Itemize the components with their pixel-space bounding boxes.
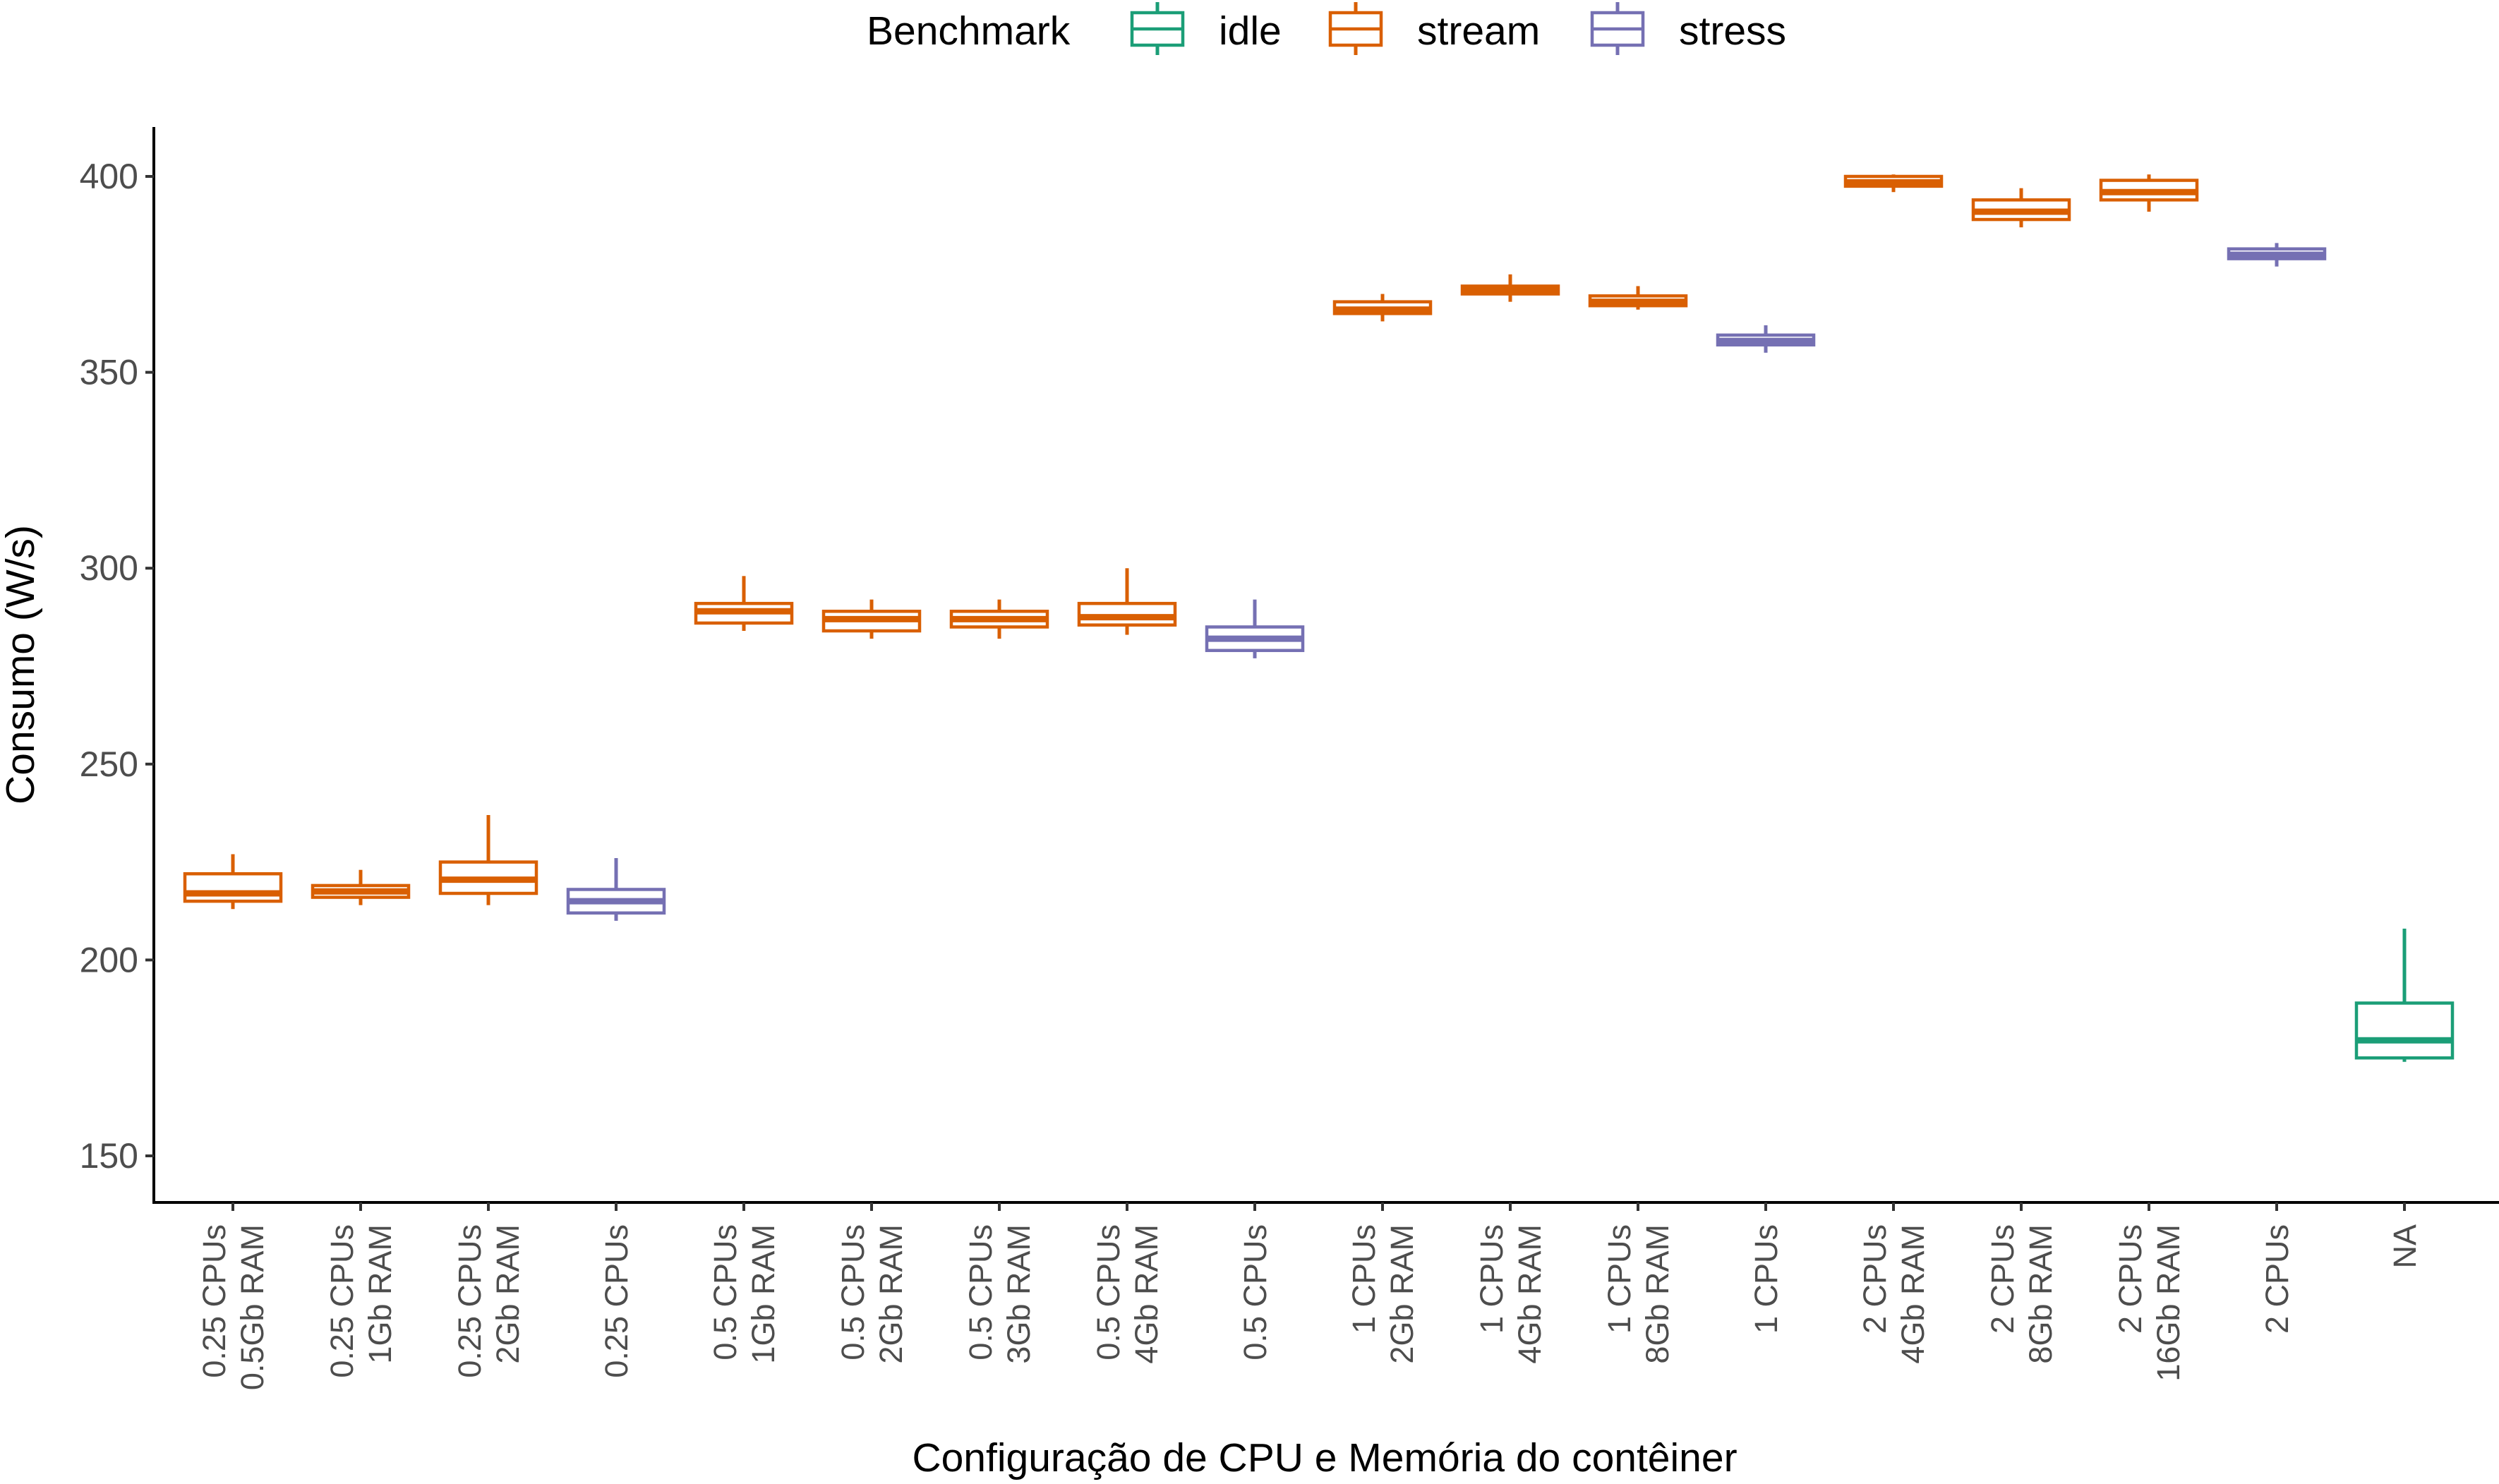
boxplot-stream xyxy=(311,869,411,905)
boxplot-stream xyxy=(183,854,283,910)
y-tick-label: 150 xyxy=(80,1136,138,1176)
y-axis-title: Consumo (W/s) xyxy=(0,525,43,804)
x-tick-label: 0.5 CPUs 4Gb RAM xyxy=(1090,1224,1164,1364)
legend-label: stress xyxy=(1679,8,1786,54)
x-tick-label-line: 2Gb RAM xyxy=(873,1224,909,1364)
x-tick-label-line: 0.25 CPUs xyxy=(196,1224,232,1378)
x-tick-label: 0.5 CPUs 3Gb RAM xyxy=(963,1224,1037,1364)
legend-item-idle: idle xyxy=(1130,2,1282,55)
x-tick-label-line: 0.5 CPUs xyxy=(835,1224,871,1361)
x-tick-label-line: 8Gb RAM xyxy=(2023,1224,2059,1364)
boxplot-stress xyxy=(1716,325,1816,353)
y-tick-label: 250 xyxy=(80,744,138,784)
x-tick-label: 1 CPUs xyxy=(1748,1224,1784,1334)
x-tick-label-line: 2 CPUs xyxy=(2112,1224,2148,1334)
x-tick-label-line: 2 CPUs xyxy=(1985,1224,2021,1334)
x-tick-label-line: 1 CPUs xyxy=(1346,1224,1382,1334)
x-tick-label-line: 0.5Gb RAM xyxy=(234,1224,270,1390)
boxplot-stream xyxy=(1971,188,2071,228)
x-tick-label: 0.5 CPUs 1Gb RAM xyxy=(707,1224,781,1364)
legend-title: Benchmark xyxy=(867,8,1071,54)
y-tick-label: 300 xyxy=(80,548,138,588)
x-tick-label-line: 1Gb RAM xyxy=(745,1224,781,1364)
legend-label: idle xyxy=(1219,8,1282,54)
x-tick-label-line: 0.25 CPUs xyxy=(452,1224,488,1378)
x-tick-label-line: 2Gb RAM xyxy=(490,1224,526,1364)
x-tick-label-line: 4Gb RAM xyxy=(1128,1224,1164,1364)
y-ticks: 150 200 250 300 350 400 xyxy=(80,157,154,1176)
x-tick-label: 1 CPUs 2Gb RAM xyxy=(1346,1224,1420,1364)
x-tick-label: 2 CPUs 16Gb RAM xyxy=(2112,1224,2186,1382)
x-tick-label: 0.25 CPUs xyxy=(598,1224,634,1378)
boxplot-stream xyxy=(2099,174,2199,212)
x-tick-label-line: 16Gb RAM xyxy=(2150,1224,2186,1382)
box-iqr xyxy=(2354,1001,2455,1060)
x-tick-label: 0.25 CPUs 0.5Gb RAM xyxy=(196,1224,270,1390)
legend-item-stream: stream xyxy=(1328,2,1540,55)
x-tick-label: NA xyxy=(2387,1224,2423,1269)
x-tick-label: 0.5 CPUs xyxy=(1237,1224,1273,1361)
x-tick-label-line: 0.5 CPUs xyxy=(707,1224,743,1361)
x-tick-label: 1 CPUs 8Gb RAM xyxy=(1601,1224,1675,1364)
x-tick-label-line: 1 CPUs xyxy=(1748,1224,1784,1334)
x-tick-label-line: 4Gb RAM xyxy=(1512,1224,1548,1364)
x-axis-title: Configuração de CPU e Memória do contêin… xyxy=(912,1435,1737,1480)
x-ticks: 0.25 CPUs 0.5Gb RAM 0.25 CPUs 1Gb RAM 0.25 C… xyxy=(196,1202,2423,1390)
boxplot-stress xyxy=(566,858,666,921)
x-tick-label-line: 1 CPUs xyxy=(1474,1224,1510,1334)
x-tick-label-line: 0.25 CPUs xyxy=(598,1224,634,1378)
boxplot-stream xyxy=(949,599,1049,639)
legend-label: stream xyxy=(1417,8,1540,54)
x-tick-label-line: 0.5 CPUs xyxy=(963,1224,999,1361)
x-tick-label-line: 0.5 CPUs xyxy=(1090,1224,1126,1361)
legend: Benchmark idle stream stress xyxy=(867,2,1786,55)
y-tick-label: 400 xyxy=(80,157,138,196)
x-tick-label: 2 CPUs xyxy=(2259,1224,2295,1334)
x-tick-label: 0.5 CPUs 2Gb RAM xyxy=(835,1224,909,1364)
boxplot-stream xyxy=(1332,294,1433,322)
x-tick-label-line: 2Gb RAM xyxy=(1384,1224,1420,1364)
x-tick-label-line: 0.25 CPUs xyxy=(324,1224,360,1378)
x-tick-label: 2 CPUs 4Gb RAM xyxy=(1857,1224,1931,1364)
boxplot-stream xyxy=(438,814,538,905)
boxplot-stress xyxy=(1205,599,1305,658)
boxplot-stream xyxy=(1843,174,1944,193)
boxplot-idle xyxy=(2354,928,2455,1062)
x-tick-label-line: 3Gb RAM xyxy=(1001,1224,1037,1364)
x-tick-label: 0.25 CPUs 1Gb RAM xyxy=(324,1224,398,1378)
boxes xyxy=(183,174,2455,1062)
x-tick-label-line: 8Gb RAM xyxy=(1639,1224,1675,1364)
x-tick-label-line: 1 CPUs xyxy=(1601,1224,1637,1334)
boxplot-stream xyxy=(1588,286,1688,310)
x-tick-label: 0.25 CPUs 2Gb RAM xyxy=(452,1224,526,1378)
boxplot-stream xyxy=(1077,568,1177,635)
boxplot-stress xyxy=(2227,243,2327,267)
x-tick-label-line: 2 CPUs xyxy=(2259,1224,2295,1334)
boxplot-stream xyxy=(821,599,922,639)
boxplot-stream xyxy=(694,576,794,632)
x-tick-label-line: NA xyxy=(2387,1224,2423,1269)
x-tick-label-line: 0.5 CPUs xyxy=(1237,1224,1273,1361)
y-tick-label: 350 xyxy=(80,353,138,392)
x-tick-label-line: 4Gb RAM xyxy=(1895,1224,1931,1364)
box-iqr xyxy=(183,872,283,903)
x-tick-label: 2 CPUs 8Gb RAM xyxy=(1985,1224,2059,1364)
x-tick-label: 1 CPUs 4Gb RAM xyxy=(1474,1224,1548,1364)
x-tick-label-line: 1Gb RAM xyxy=(362,1224,398,1364)
y-tick-label: 200 xyxy=(80,940,138,979)
boxplot-stream xyxy=(1460,274,1560,302)
legend-item-stress: stress xyxy=(1590,2,1786,55)
x-tick-label-line: 2 CPUs xyxy=(1857,1224,1893,1334)
